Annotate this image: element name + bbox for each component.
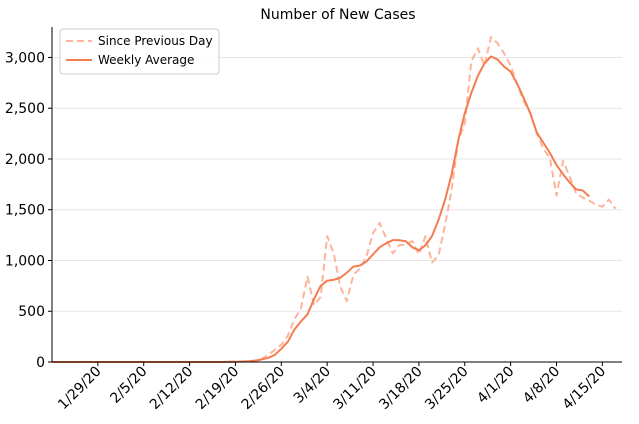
y-tick-label: 0 [36, 355, 45, 371]
y-tick-label: 1,500 [5, 203, 45, 219]
y-tick-label: 500 [18, 304, 45, 320]
legend-label-since-previous-day: Since Previous Day [98, 34, 213, 48]
y-tick-label: 2,000 [5, 152, 45, 168]
legend: Since Previous Day Weekly Average [59, 28, 220, 75]
y-tick-label: 2,500 [5, 101, 45, 117]
y-tick-label: 1,000 [5, 253, 45, 269]
legend-box [59, 28, 220, 75]
legend-label-weekly-average: Weekly Average [98, 53, 194, 67]
y-tick-label: 3,000 [5, 50, 45, 66]
gridlines [52, 56, 622, 312]
chart-title: Number of New Cases [260, 7, 415, 23]
